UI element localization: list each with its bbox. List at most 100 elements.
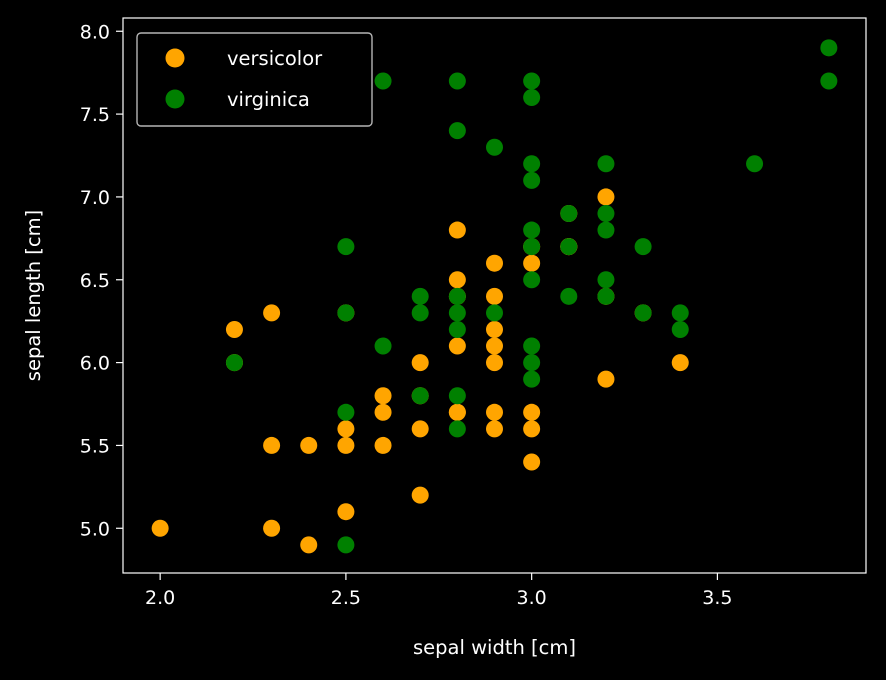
x-tick-label-2.5: 2.5 [331,587,361,609]
point-versicolor-5 [263,519,281,537]
point-virginica-36 [597,287,615,305]
point-versicolor-28 [486,420,503,438]
x-tick-label-2.0: 2.0 [145,587,175,609]
point-versicolor-14 [411,354,429,372]
series-versicolor [151,188,689,554]
point-virginica-8 [411,304,429,322]
point-versicolor-38 [597,370,615,388]
point-versicolor-20 [448,337,466,355]
point-versicolor-33 [523,453,541,471]
point-virginica-33 [597,204,615,222]
point-versicolor-8 [337,420,355,438]
point-virginica-5 [374,72,392,90]
legend-label-virginica: virginica [227,88,310,111]
y-axis-label: sepal length [cm] [22,210,45,381]
point-virginica-23 [523,221,541,239]
point-virginica-39 [671,304,689,322]
point-virginica-10 [448,72,466,90]
point-virginica-18 [486,304,503,322]
point-virginica-15 [448,387,466,405]
point-virginica-41 [746,155,764,173]
point-virginica-2 [337,304,355,322]
point-virginica-4 [337,536,355,554]
point-versicolor-31 [523,403,541,421]
point-versicolor-18 [448,221,466,239]
point-versicolor-6 [300,436,318,454]
point-virginica-9 [411,387,429,405]
point-virginica-25 [523,271,541,289]
point-virginica-20 [523,89,541,107]
plot-area [151,39,838,554]
point-versicolor-30 [523,254,541,272]
point-versicolor-24 [486,320,503,338]
legend-label-versicolor: versicolor [227,47,323,70]
point-virginica-7 [411,287,429,305]
point-virginica-16 [448,420,466,438]
point-virginica-30 [560,238,578,256]
point-virginica-6 [374,337,392,355]
x-axis: 2.0 2.5 3.0 3.5 [145,573,733,609]
y-tick-label-5.5: 5.5 [80,435,110,457]
point-virginica-42 [820,39,838,57]
legend-marker-versicolor [165,48,185,68]
point-versicolor-19 [448,271,466,289]
point-versicolor-36 [597,188,615,206]
point-virginica-13 [448,304,466,322]
point-virginica-35 [597,271,615,289]
point-virginica-34 [597,221,615,239]
legend: versicolor virginica [136,32,373,127]
y-tick-label-6.5: 6.5 [80,270,110,292]
point-versicolor-3 [263,304,281,322]
point-virginica-40 [671,320,689,338]
point-virginica-37 [634,238,652,256]
x-tick-label-3.5: 3.5 [702,587,732,609]
point-versicolor-25 [486,337,503,355]
x-axis-label: sepal width [cm] [413,636,576,659]
point-versicolor-9 [337,436,355,454]
point-virginica-27 [523,354,541,372]
point-versicolor-10 [337,503,355,521]
point-versicolor-11 [374,387,392,405]
point-versicolor-40 [671,354,689,372]
x-tick-label-3.0: 3.0 [517,587,547,609]
point-versicolor-23 [486,287,503,305]
point-versicolor-12 [374,403,392,421]
point-versicolor-26 [486,354,503,372]
point-virginica-19 [523,72,541,90]
point-virginica-17 [486,138,503,156]
point-virginica-14 [448,320,466,338]
point-virginica-32 [597,155,615,173]
y-tick-label-7.0: 7.0 [80,187,110,209]
y-tick-label-8.0: 8.0 [80,21,110,43]
point-virginica-26 [523,337,541,355]
point-virginica-0 [225,354,243,372]
point-versicolor-13 [374,436,392,454]
point-virginica-28 [523,370,541,388]
y-tick-label-6.0: 6.0 [80,353,110,375]
point-versicolor-4 [263,436,281,454]
point-versicolor-1 [225,320,243,338]
point-versicolor-0 [151,519,169,537]
legend-box [136,32,373,127]
series-virginica [225,39,838,554]
point-virginica-1 [337,238,355,256]
y-tick-label-7.5: 7.5 [80,104,110,126]
y-axis: 5.0 5.5 6.0 6.5 7.0 7.5 8.0 [80,21,123,540]
point-virginica-29 [560,204,578,222]
point-virginica-43 [820,72,838,90]
point-virginica-12 [448,287,466,305]
point-versicolor-44 [448,403,466,421]
point-versicolor-22 [486,254,503,272]
legend-marker-virginica [165,89,185,109]
point-versicolor-27 [486,403,503,421]
plot-frame [122,17,867,574]
point-virginica-21 [523,155,541,173]
point-virginica-38 [634,304,652,322]
point-virginica-24 [523,238,541,256]
point-virginica-3 [337,403,355,421]
point-versicolor-16 [411,420,429,438]
y-tick-label-5.0: 5.0 [80,518,110,540]
